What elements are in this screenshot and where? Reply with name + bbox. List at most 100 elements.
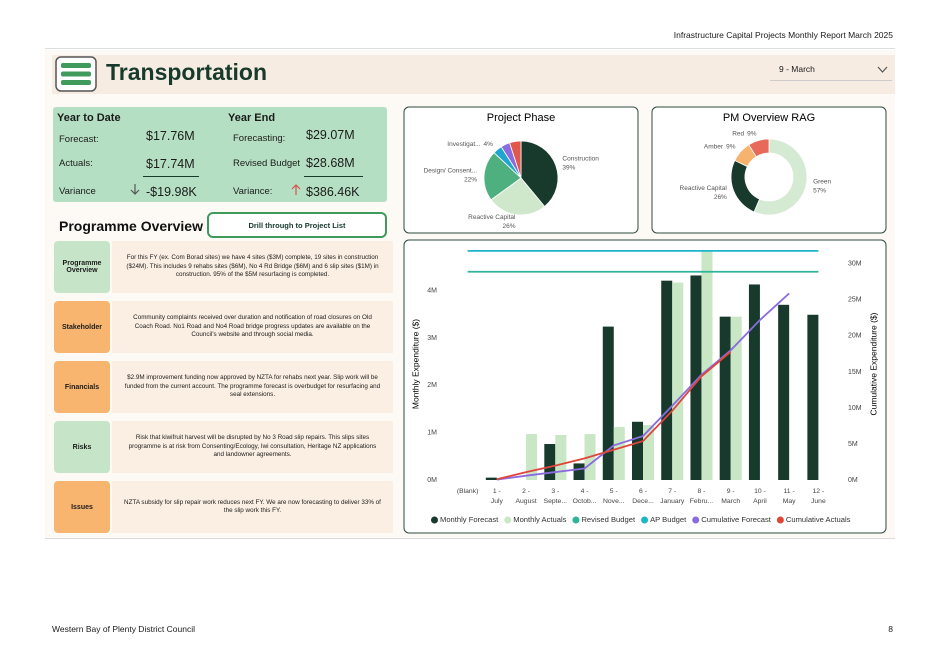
bar [807,314,819,480]
top-rule [45,48,895,49]
y-tick-label: 3M [427,335,437,342]
data-label: 9% [726,144,736,151]
bar [701,250,713,480]
slice [509,140,522,179]
bar [526,434,538,480]
bar [613,426,625,480]
bar [485,477,497,480]
legend-swatch [641,516,649,524]
data-label: 26% [502,223,515,230]
row-text: NZTA subsidy for slip repair work reduce… [112,481,393,533]
bar [555,435,567,480]
kpi-value: $28.68M [306,156,355,170]
row-label: Issues [54,481,110,533]
y2-tick-label: 10M [848,405,862,412]
bar [643,425,654,480]
legend-swatch [504,516,512,524]
data-label: 26% [714,194,727,201]
data-label: 9% [747,130,757,137]
slice [753,138,808,216]
underline [143,176,199,177]
y-axis-title: Monthly Expenditure ($) [410,319,420,409]
y-tick-label: 4M [427,287,437,294]
y2-tick-label: 15M [848,369,862,376]
bar [748,284,760,480]
legend-swatch [431,516,438,524]
kpi-label: Forecasting: [233,133,286,144]
slice [483,152,522,201]
bar [672,282,684,480]
bar [730,316,742,480]
kpi-label: Variance [59,186,96,197]
row-label: Stakeholder [54,301,110,353]
kpi-label: Forecast: [59,134,99,145]
bottom-rule [45,538,895,539]
legend-swatch [692,516,700,524]
y2-tick-label: 5M [848,441,858,448]
slice [490,177,546,216]
bar [690,275,702,480]
slice [748,138,770,158]
y2-tick-label: 25M [848,297,862,304]
chevron [877,66,888,73]
x-tick-label: 4 -Octob... [573,488,597,505]
title-band [52,55,895,94]
kpi-heading: Year End [228,112,276,124]
kpi-label: Variance: [233,186,273,197]
panel [403,239,887,534]
x-tick-label: 5 -Nove... [603,488,625,505]
bar [778,304,790,480]
legend-swatch [776,516,784,524]
legend-swatch [572,516,580,524]
data-label: 39% [562,164,575,171]
chart-title: Project Phase [487,112,555,124]
slice-label: Construction [562,155,599,162]
x-tick-label: 10 -April [753,488,767,505]
page-number: 8 [888,624,893,634]
organisation: Western Bay of Plenty District Council [52,624,195,634]
line [496,351,732,481]
dashboard-title: Transportation [106,59,268,85]
period-value: 9 - March [779,64,815,74]
y2-axis-title: Cumulative Expenditure ($) [868,312,878,415]
slice [520,140,559,208]
drill-through-button[interactable]: Drill through to Project List [207,212,387,238]
kpi-label: Actuals: [59,158,93,169]
data-label: 22% [464,176,477,183]
panel [651,106,887,234]
bar [573,463,585,480]
slice-label: Reactive Capital [468,214,516,221]
kpi-value: $17.74M [146,157,195,171]
legend-label: Monthly Forecast [440,515,499,524]
legend-label: Revised Budget [581,515,636,524]
slice-label: Green [813,178,831,185]
row-text: $2.9M improvement funding now approved b… [112,361,393,413]
x-tick-label: (Blank) [457,488,479,495]
line [496,292,790,481]
kpi-value: $386.46K [306,185,360,199]
x-tick-label: 2 -August [515,488,536,505]
data-label: 4% [484,141,494,148]
x-tick-label: 7 -January [660,488,685,505]
bar [544,444,556,480]
period-dropdown[interactable]: 9 - March [770,60,892,81]
slice-label: Design/ Consent... [424,167,478,174]
section-heading: Programme Overview [59,218,203,234]
chart-title: PM Overview RAG [723,112,815,124]
y-tick-label: 1M [427,429,437,436]
row-text: For this FY (ex. Com Borad sites) we hav… [112,241,393,293]
x-tick-label: 8 -Febru... [690,488,714,505]
y2-tick-label: 0M [848,477,858,484]
kpi-label: Revised Budget [233,158,301,169]
slice-label: Amber [704,144,724,151]
y2-tick-label: 20M [848,333,862,340]
x-tick-label: 3 -Septe... [544,488,568,505]
row-label: Programme Overview [54,241,110,293]
data-label: 57% [813,187,826,194]
kpi-box [53,107,387,202]
legend-label: AP Budget [650,515,687,524]
x-tick-label: 1 -July [491,488,504,505]
x-tick-label: 11 -May [783,488,796,505]
